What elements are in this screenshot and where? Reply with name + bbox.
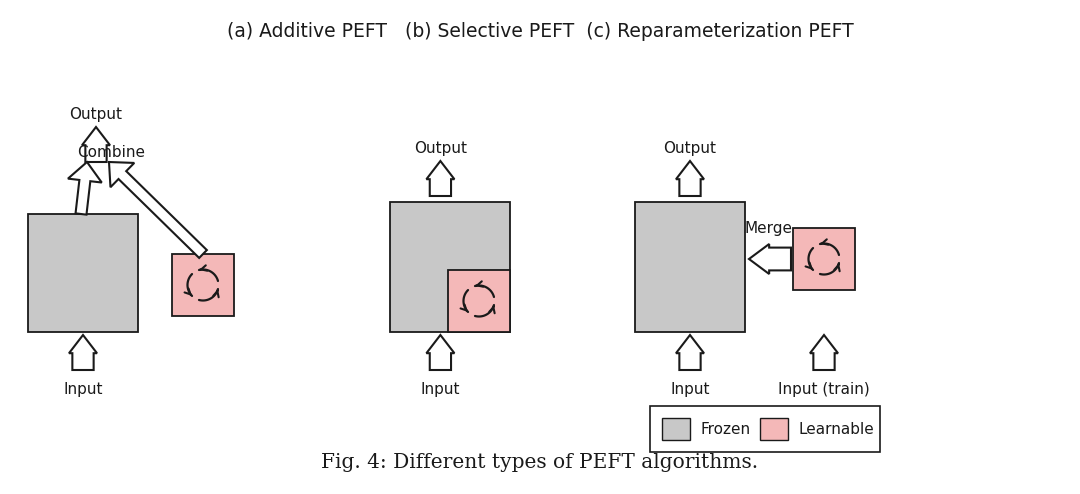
Bar: [793, 228, 855, 290]
Text: Learnable: Learnable: [798, 421, 874, 437]
Text: Input: Input: [420, 382, 460, 397]
Text: Combine: Combine: [77, 145, 145, 160]
Bar: [662, 418, 690, 440]
Bar: [390, 202, 510, 332]
Text: Input (train): Input (train): [778, 382, 869, 397]
Text: Merge: Merge: [745, 221, 793, 236]
Bar: [28, 214, 138, 332]
Bar: [760, 418, 788, 440]
Polygon shape: [109, 162, 207, 258]
Text: Output: Output: [414, 141, 467, 156]
Bar: [172, 254, 234, 316]
Polygon shape: [676, 161, 704, 196]
Bar: [650, 406, 880, 452]
Polygon shape: [69, 335, 97, 370]
Text: Input: Input: [671, 382, 710, 397]
Text: Output: Output: [69, 107, 122, 122]
Text: Input: Input: [64, 382, 103, 397]
Polygon shape: [68, 162, 102, 214]
Text: Output: Output: [663, 141, 716, 156]
Bar: [635, 202, 745, 332]
Text: (a) Additive PEFT   (b) Selective PEFT  (c) Reparameterization PEFT: (a) Additive PEFT (b) Selective PEFT (c)…: [227, 22, 853, 41]
Polygon shape: [82, 127, 110, 162]
Text: Fig. 4: Different types of PEFT algorithms.: Fig. 4: Different types of PEFT algorith…: [322, 453, 758, 472]
Polygon shape: [810, 335, 838, 370]
Polygon shape: [427, 335, 455, 370]
Bar: [448, 270, 510, 332]
Text: Frozen: Frozen: [700, 421, 751, 437]
Polygon shape: [750, 244, 791, 274]
Polygon shape: [676, 335, 704, 370]
Polygon shape: [427, 161, 455, 196]
